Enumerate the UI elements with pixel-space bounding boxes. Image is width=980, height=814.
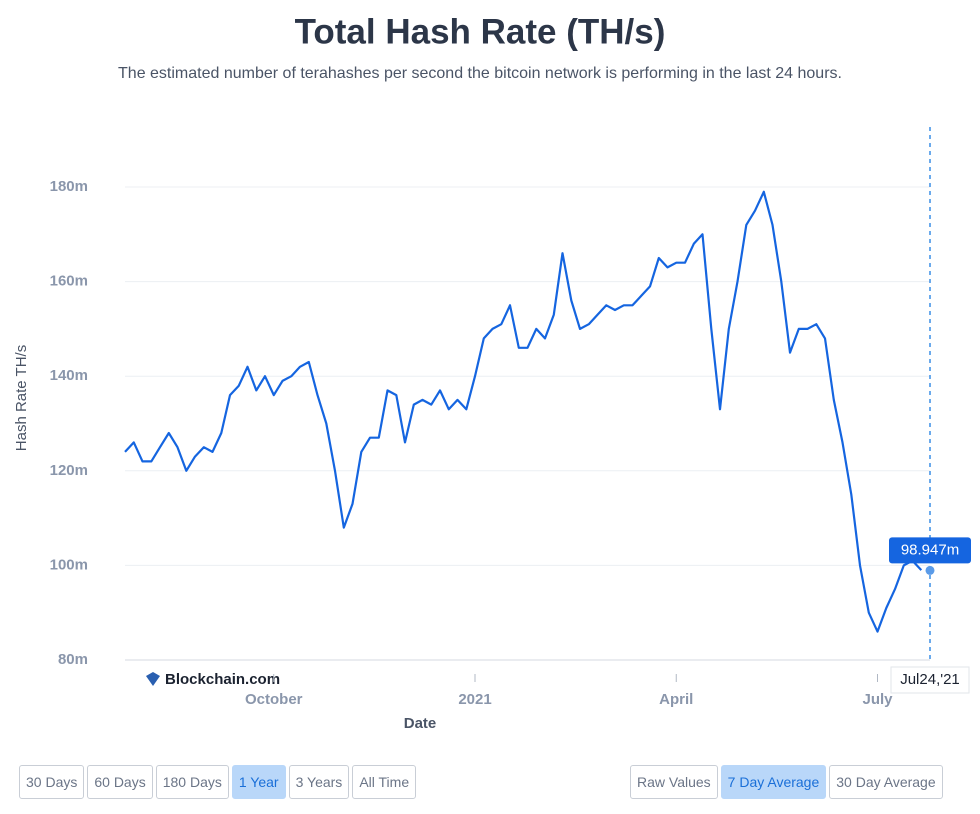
chart-title: Total Hash Rate (TH/s) (295, 12, 666, 51)
chart-subtitle: The estimated number of terahashes per s… (118, 65, 842, 82)
data-line (124, 190, 923, 633)
toggle-button[interactable]: 180 Days (155, 765, 229, 799)
y-tick-label: 100m (50, 556, 88, 573)
date-box (890, 666, 970, 694)
hover-point (925, 565, 935, 575)
y-tick-label: 160m (50, 273, 88, 290)
y-axis-label: Hash Rate TH/s (13, 345, 30, 451)
range-buttons: 30 Days 60 Days 180 Days 1 Year 3 Years All T… (19, 765, 417, 799)
y-tick-label: 180m (50, 178, 88, 195)
toggle-button[interactable]: 7 Day Average (720, 765, 827, 799)
toggle-button[interactable]: 3 Years (288, 765, 350, 799)
toggle-button[interactable]: 60 Days (87, 765, 153, 799)
watermark: Blockchain.com (165, 671, 280, 688)
tooltip-value: 98.947m (901, 541, 959, 558)
toggle-button[interactable]: All Time (352, 765, 417, 799)
y-tick-label: 140m (50, 367, 88, 384)
x-axis-label: Date (404, 715, 437, 732)
y-tick-label: 120m (50, 462, 88, 479)
x-tick-label: 2021 (458, 691, 491, 708)
toggle-button[interactable]: 30 Day Average (829, 765, 943, 799)
toggle-button[interactable]: 1 Year (231, 765, 286, 799)
tooltip-box (889, 537, 971, 564)
toggle-button[interactable]: 30 Days (19, 765, 85, 799)
chart: Total Hash Rate (TH/s) The estimated num… (13, 12, 971, 732)
toggle-button[interactable]: Raw Values (630, 765, 718, 799)
y-tick-label: 80m (58, 651, 88, 668)
x-tick-label: July (862, 691, 893, 708)
x-tick-label: April (659, 691, 693, 708)
tooltip-date: Jul24,'21 (900, 671, 960, 688)
average-buttons: Raw Values 7 Day Average 30 Day Average (630, 765, 943, 799)
logo-icon (146, 672, 160, 686)
x-tick-label: October (245, 691, 303, 708)
